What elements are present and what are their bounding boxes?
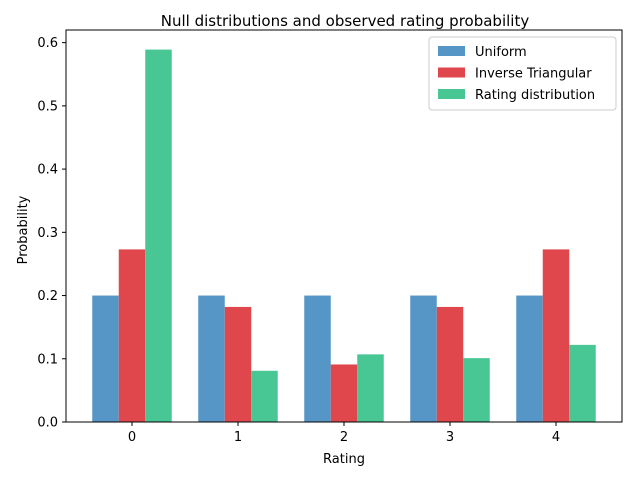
x-tick-label: 0 [128,430,136,445]
plot-area: 0 1 2 3 4 0.0 0.1 0.2 0.3 0.4 0.5 0.6 [37,36,596,445]
bar-uniform-0 [92,295,119,422]
y-tick-label: 0.2 [37,289,58,304]
bar-rating-distribution-4 [569,344,596,422]
x-tick-label: 1 [234,430,242,445]
x-tick-label: 4 [552,430,560,445]
x-tick-label: 3 [446,430,454,445]
y-tick-label: 0.4 [37,163,58,178]
legend-swatch-uniform [438,46,465,56]
y-tick-label: 0.0 [37,416,58,431]
y-axis-title: Probability [16,195,31,264]
x-axis-title: Rating [323,452,365,467]
legend-swatch-inverse-triangular [438,67,465,78]
legend-box [428,36,617,111]
bar-uniform-3 [410,295,437,422]
y-tick-label: 0.5 [37,99,58,114]
x-tick-label: 2 [340,430,348,445]
legend-label-inverse-triangular: Inverse Triangular [475,67,592,82]
legend-swatch-rating-distribution [438,89,465,99]
chart-title: Null distributions and observed rating p… [161,12,530,30]
bar-rating-distribution-3 [463,358,490,422]
bar-uniform-1 [198,295,225,422]
legend-label-uniform: Uniform [475,45,527,60]
y-tick-label: 0.3 [37,226,58,241]
bar-inverse-triangular-3 [436,306,464,422]
bar-rating-distribution-0 [145,49,172,422]
bar-uniform-2 [304,295,331,422]
bar-uniform-4 [516,295,543,422]
legend-label-rating-distribution: Rating distribution [475,88,595,103]
bar-rating-distribution-2 [357,354,384,422]
plot-frame [65,29,623,423]
bar-inverse-triangular-1 [224,306,252,422]
y-tick-label: 0.6 [37,36,58,51]
bar-inverse-triangular-2 [330,364,358,422]
bar-inverse-triangular-4 [542,249,570,422]
bar-inverse-triangular-0 [118,249,146,422]
legend: Uniform Inverse Triangular Rating distribu… [428,36,617,111]
y-tick-label: 0.1 [37,352,58,367]
bar-rating-distribution-1 [251,370,278,422]
